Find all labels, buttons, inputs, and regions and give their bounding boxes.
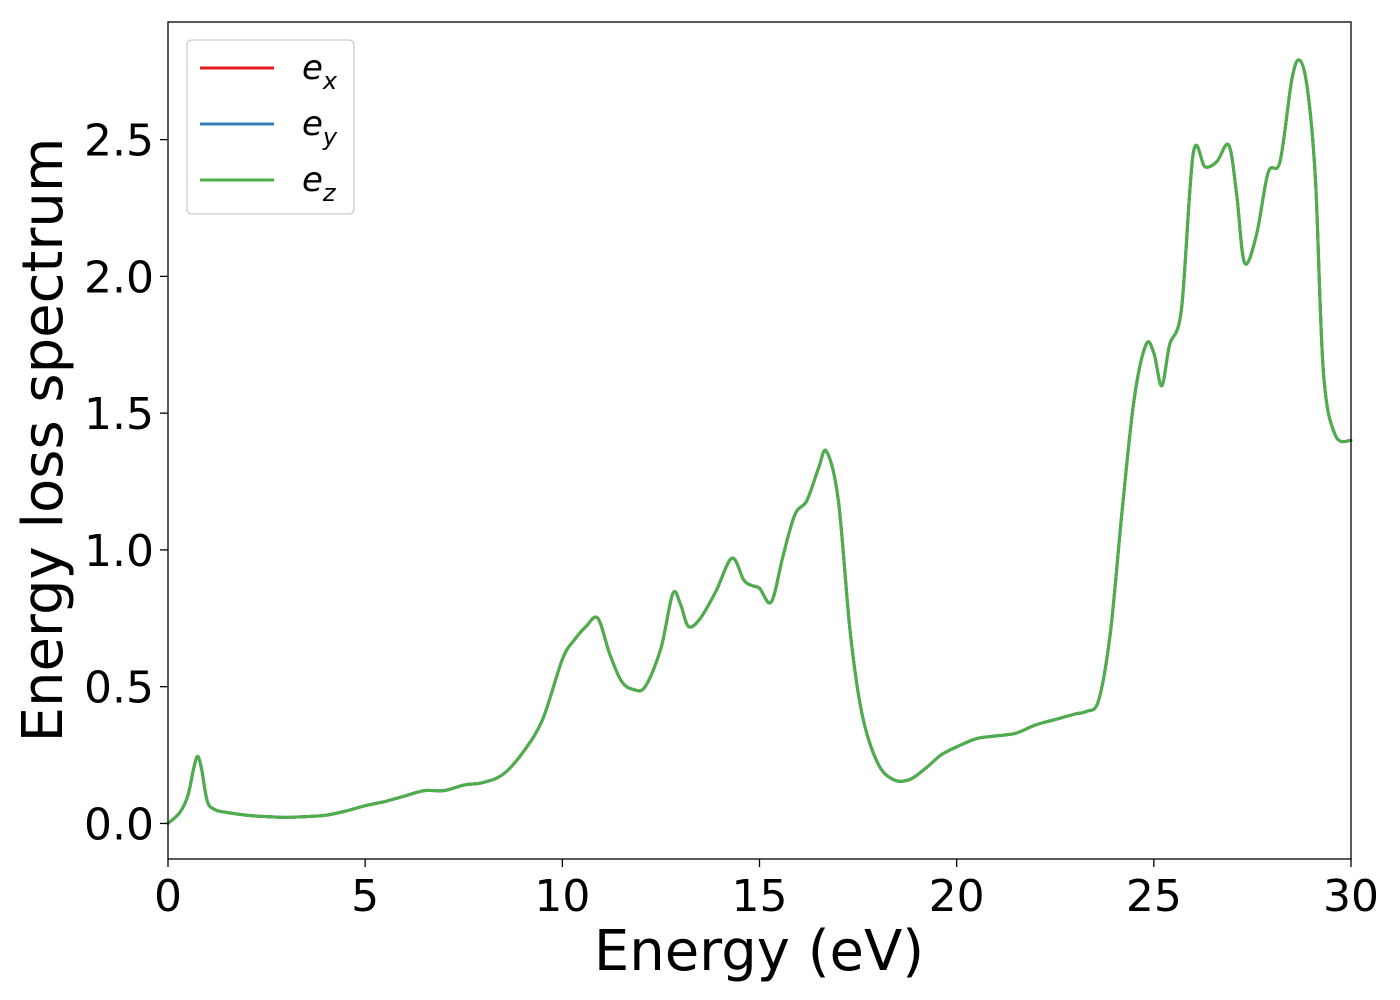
y-axis-ticks: 0.0 0.5 1.0 1.5 2.0 2.5 xyxy=(84,116,168,850)
x-tick-label: 15 xyxy=(732,871,788,922)
y-axis-title: Energy loss spectrum xyxy=(11,138,76,743)
x-axis-ticks: 0 5 10 15 20 25 30 xyxy=(154,859,1379,922)
x-tick-label: 0 xyxy=(154,871,182,922)
x-tick-label: 25 xyxy=(1126,871,1182,922)
y-tick-label: 0.5 xyxy=(84,663,154,714)
legend-box xyxy=(186,39,355,215)
y-tick-label: 1.5 xyxy=(84,389,154,440)
y-tick-label: 2.0 xyxy=(84,252,154,303)
y-tick-label: 1.0 xyxy=(84,526,154,577)
x-axis-title: Energy (eV) xyxy=(594,919,924,984)
x-tick-label: 5 xyxy=(351,871,379,922)
series-layer xyxy=(166,58,1353,825)
x-tick-label: 30 xyxy=(1323,871,1379,922)
plot-background xyxy=(168,22,1351,859)
y-tick-label: 0.0 xyxy=(84,799,154,850)
x-tick-label: 20 xyxy=(929,871,985,922)
series-line-e-z xyxy=(166,58,1353,825)
x-tick-label: 10 xyxy=(534,871,590,922)
y-tick-label: 2.5 xyxy=(84,116,154,167)
